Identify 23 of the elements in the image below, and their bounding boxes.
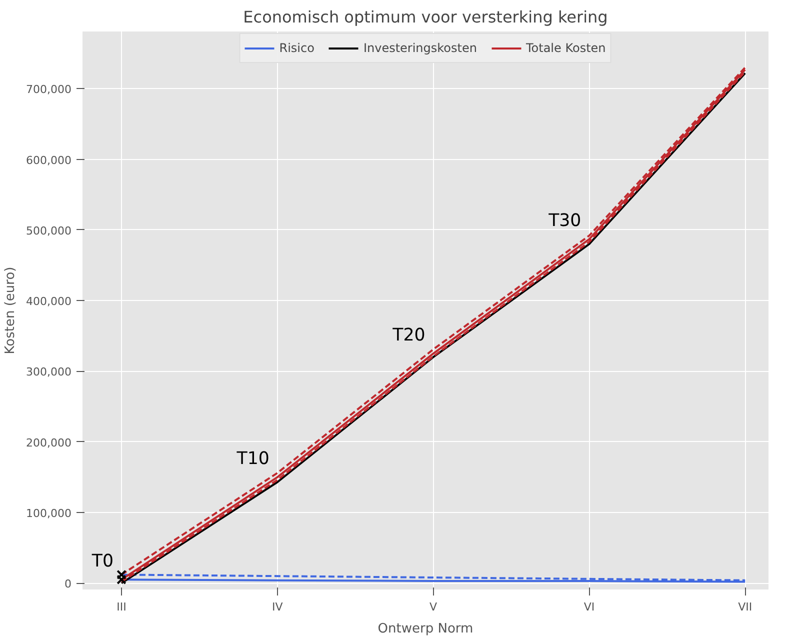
x-tick-label: VI <box>584 600 595 614</box>
y-tick-label: 100,000 <box>26 507 72 520</box>
x-tick-label: IV <box>272 600 284 614</box>
x-axis-title: Ontwerp Norm <box>378 622 474 636</box>
y-axis-title: Kosten (euro) <box>3 266 18 354</box>
annotation: T0 <box>90 552 114 572</box>
legend-label: Investeringskosten <box>363 41 477 55</box>
legend-label: Totale Kosten <box>526 41 606 55</box>
x-tick-label: VII <box>738 600 752 614</box>
y-tick-label: 300,000 <box>26 366 72 379</box>
annotation: T20 <box>392 326 426 346</box>
x-tick-label: V <box>430 600 438 614</box>
y-tick-label: 200,000 <box>26 436 72 450</box>
legend-label: Risico <box>279 41 314 55</box>
y-tick-label: 400,000 <box>26 295 72 308</box>
x-tick-label: III <box>116 600 126 614</box>
annotation: T10 <box>236 449 270 470</box>
chart-title: Economisch optimum voor versterking kering <box>243 8 608 26</box>
y-tick-label: 0 <box>64 578 72 591</box>
y-tick-label: 700,000 <box>26 83 72 96</box>
annotation: T30 <box>548 211 582 232</box>
y-tick-label: 600,000 <box>26 154 72 167</box>
y-tick-label: 500,000 <box>26 224 72 238</box>
